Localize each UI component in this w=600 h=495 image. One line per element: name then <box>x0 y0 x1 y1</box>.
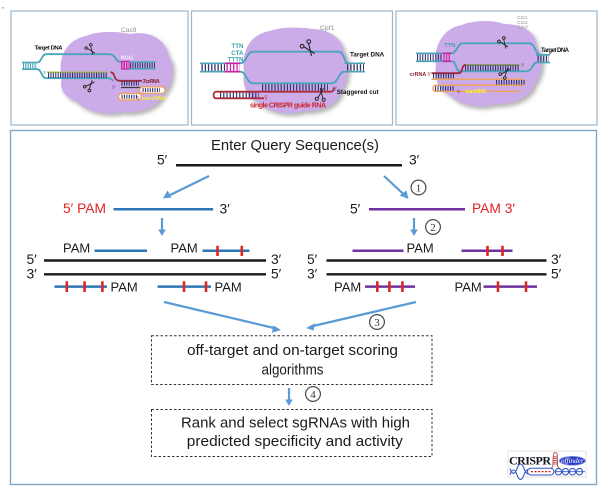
svg-text:5′: 5′ <box>157 153 168 168</box>
svg-text:5′: 5′ <box>271 266 282 281</box>
svg-text:3′: 3′ <box>521 63 525 68</box>
svg-text:3′: 3′ <box>27 266 38 281</box>
svg-text:tracrRNA: tracrRNA <box>465 89 486 95</box>
svg-text:CRISPR: CRISPR <box>509 454 551 468</box>
svg-text:Cpf1: Cpf1 <box>320 25 335 32</box>
svg-text:2: 2 <box>430 222 436 234</box>
svg-text:PAM: PAM <box>63 241 90 256</box>
svg-text:5′: 5′ <box>457 89 461 95</box>
svg-text:Target DNA: Target DNA <box>35 45 64 51</box>
svg-text:PAM: PAM <box>334 279 361 294</box>
svg-text:1: 1 <box>416 182 422 194</box>
svg-text:Target DNA: Target DNA <box>350 52 385 59</box>
svg-text:PAM: PAM <box>407 241 434 256</box>
svg-text:3′: 3′ <box>551 252 562 267</box>
svg-text:TTN: TTN <box>444 43 455 49</box>
svg-text:offinder: offinder <box>561 457 584 465</box>
svg-text:crRNA: crRNA <box>410 72 427 78</box>
svg-text:3′: 3′ <box>334 87 338 93</box>
svg-text:CTA: CTA <box>231 50 244 57</box>
svg-text:3′crRNA: 3′crRNA <box>143 79 160 85</box>
svg-text:4: 4 <box>310 389 316 401</box>
svg-text:5′: 5′ <box>43 70 47 76</box>
svg-text:5′: 5′ <box>307 252 318 267</box>
svg-text:5′: 5′ <box>137 95 141 101</box>
svg-text:tracrRNA: tracrRNA <box>142 96 167 102</box>
svg-text:3′: 3′ <box>220 202 231 217</box>
svg-text:3: 3 <box>374 317 380 329</box>
svg-text:NGG: NGG <box>121 55 134 61</box>
svg-text:predicted specificity and acti: predicted specificity and activity <box>187 433 403 450</box>
svg-text:Staggered cut: Staggered cut <box>337 89 380 96</box>
svg-text:5′: 5′ <box>350 202 361 217</box>
svg-text:TTTN: TTTN <box>228 57 244 64</box>
svg-text:PAM: PAM <box>455 279 482 294</box>
svg-text:3′: 3′ <box>112 85 116 91</box>
svg-text:5′: 5′ <box>265 95 269 101</box>
svg-text:3′: 3′ <box>409 153 420 168</box>
svg-text:TTN: TTN <box>231 43 244 50</box>
svg-text:Enter Query Sequence(s): Enter Query Sequence(s) <box>211 137 379 154</box>
svg-text:C2c3: C2c3 <box>517 25 528 30</box>
svg-text:off-target and on-target scori: off-target and on-target scoring <box>187 342 398 359</box>
svg-text:5′: 5′ <box>551 266 562 281</box>
svg-text:5′: 5′ <box>428 72 432 78</box>
svg-text:3′: 3′ <box>271 252 282 267</box>
svg-text:5′ PAM: 5′ PAM <box>63 201 106 216</box>
svg-text:PAM 3′: PAM 3′ <box>472 201 515 216</box>
svg-text:PAM: PAM <box>215 279 242 294</box>
svg-text:PAM: PAM <box>171 241 198 256</box>
svg-text:C2c1: C2c1 <box>517 15 528 20</box>
svg-text:C2c2: C2c2 <box>517 20 528 25</box>
svg-text:5′: 5′ <box>27 252 38 267</box>
svg-text:Rank and select sgRNAs with hi: Rank and select sgRNAs with high <box>181 415 410 432</box>
svg-text:algorithms: algorithms <box>262 362 324 379</box>
svg-text:3′: 3′ <box>307 266 318 281</box>
svg-text:PAM: PAM <box>111 279 138 294</box>
svg-text:Target DNA: Target DNA <box>541 48 570 54</box>
svg-text:Cas9: Cas9 <box>121 27 137 34</box>
svg-text:single CRISPR guide RNA: single CRISPR guide RNA <box>250 103 326 110</box>
